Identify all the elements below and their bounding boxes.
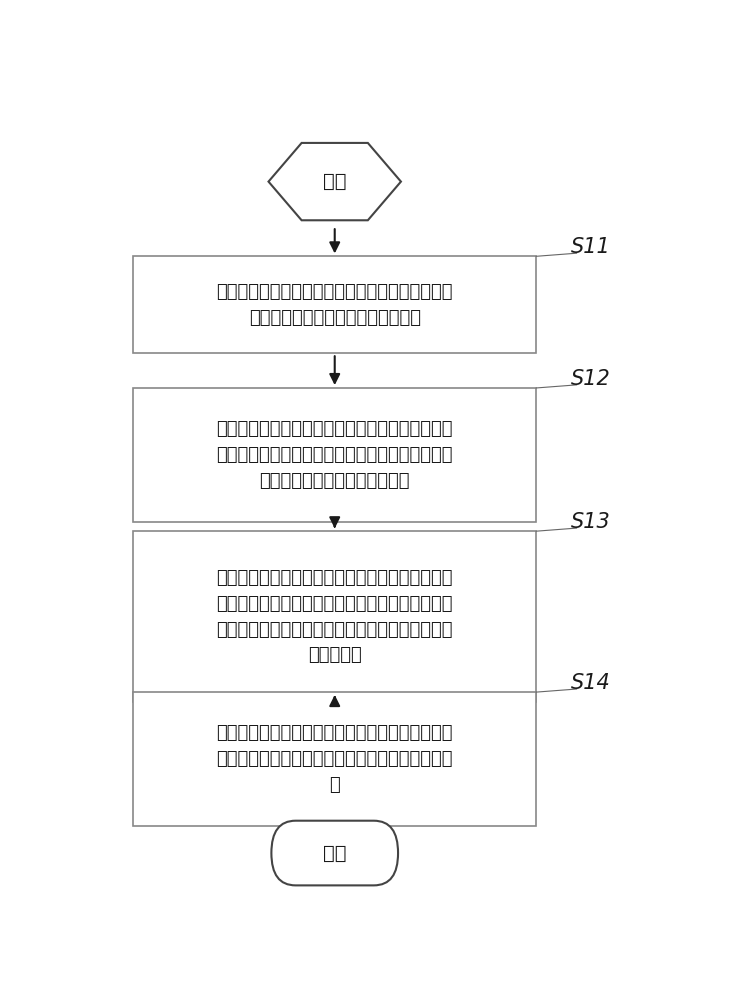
Polygon shape [268, 143, 401, 220]
FancyBboxPatch shape [133, 256, 536, 353]
Text: 获得所述配变低压无功补偿柜的评估指标、所述共
补电容器的评估指标以及所述分补电容器的评估指
标: 获得所述配变低压无功补偿柜的评估指标、所述共 补电容器的评估指标以及所述分补电容… [216, 724, 453, 794]
Text: 获取一天中多个时刻的所述配变低压无功补偿柜的
运行状态数据、所述共补电容器的运行状态数据和
所述分补电容器的运行状态数据: 获取一天中多个时刻的所述配变低压无功补偿柜的 运行状态数据、所述共补电容器的运行… [216, 420, 453, 490]
Text: 由所述配变低压无功补偿柜的运行状态数据、所述
共补电容器的运行状态数据和所述分补电容器的运
行状态数据计算得到配变低压侧所述多个时刻的三
相功率因数: 由所述配变低压无功补偿柜的运行状态数据、所述 共补电容器的运行状态数据和所述分补… [216, 569, 453, 664]
FancyBboxPatch shape [133, 388, 536, 522]
Text: 获取配变低压无功补偿柜的模型数据、共补电容器
的模型数据和分补电容器的模型数据: 获取配变低压无功补偿柜的模型数据、共补电容器 的模型数据和分补电容器的模型数据 [216, 283, 453, 327]
FancyBboxPatch shape [271, 821, 398, 885]
Text: 开始: 开始 [323, 172, 346, 191]
Text: S11: S11 [571, 237, 611, 257]
FancyBboxPatch shape [133, 531, 536, 702]
FancyBboxPatch shape [133, 692, 536, 826]
Text: S14: S14 [571, 673, 611, 693]
Text: S13: S13 [571, 512, 611, 532]
Text: S12: S12 [571, 369, 611, 389]
Text: 结束: 结束 [323, 844, 346, 863]
